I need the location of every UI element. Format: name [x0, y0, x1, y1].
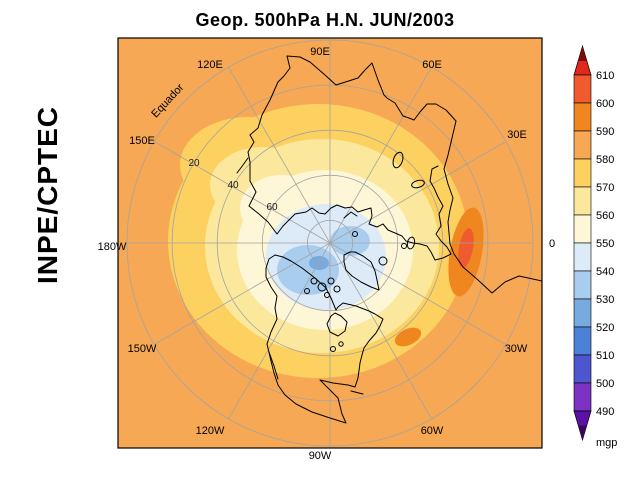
colorbar-tick-580: 580 — [596, 154, 614, 166]
coastline-arctic-island — [310, 277, 318, 285]
coastline-iceland — [378, 256, 388, 266]
colorbar-cell-540-550 — [573, 242, 592, 272]
colorbar-unit-label: mgp — [596, 437, 617, 449]
coastline-black-sea — [411, 179, 425, 189]
colorbar-cell-520-530 — [573, 298, 592, 328]
colorbar: 610 600 590 580 570 560 550 540 530 520 … — [573, 44, 617, 449]
colorbar-cell-570-580 — [573, 158, 592, 188]
coastline-arctic-island — [327, 277, 335, 285]
coastlines — [236, 55, 542, 424]
colorbar-cell-590-600 — [573, 102, 592, 132]
coastline-caspian-sea — [392, 151, 404, 169]
meridian-label-150e: 150E — [129, 135, 155, 147]
colorbar-cell-580-590 — [573, 130, 592, 160]
colorbar-tick-520: 520 — [596, 322, 614, 334]
colorbar-cell-510-520 — [573, 326, 592, 356]
inpe-cptec-watermark: INPE/CPTEC — [32, 106, 63, 284]
coastline-japan — [236, 157, 249, 174]
coastline-arctic-island — [317, 282, 327, 292]
latitude-label-60: 60 — [266, 202, 278, 213]
meridian-label-90e: 90E — [310, 46, 330, 58]
latitude-label-40: 40 — [227, 180, 239, 191]
coastline-north-america — [265, 254, 384, 424]
meridian-label-150w: 150W — [128, 343, 157, 355]
meridian-label-180w: 180W — [98, 241, 127, 253]
meridian-label-120e: 120E — [197, 59, 223, 71]
colorbar-tick-590: 590 — [596, 126, 614, 138]
coastline-greenland — [343, 251, 380, 291]
coastline-ireland — [401, 243, 407, 249]
colorbar-cell-490-500 — [573, 382, 592, 412]
colorbar-tick-560: 560 — [596, 210, 614, 222]
meridian-label-60w: 60W — [421, 425, 444, 437]
colorbar-cell-600-610 — [573, 74, 592, 104]
colorbar-tick-490: 490 — [596, 406, 614, 418]
colorbar-arrow-high-tip — [578, 46, 587, 61]
meridian-label-120w: 120W — [196, 425, 225, 437]
graticule — [126, 39, 534, 447]
colorbar-arrow-low-tip — [578, 425, 587, 440]
coastline-arctic-island — [324, 292, 330, 298]
colorbar-tick-530: 530 — [596, 294, 614, 306]
coastline-hudson-bay — [326, 312, 348, 337]
colorbar-tick-540: 540 — [596, 266, 614, 278]
latitude-label-20: 20 — [188, 158, 200, 169]
coastline-arctic-island — [304, 288, 310, 294]
coastline-britain — [406, 236, 416, 250]
coastline-baja — [268, 351, 279, 380]
meridian-label-30w: 30W — [505, 343, 528, 355]
coastline-great-lakes — [330, 346, 336, 352]
colorbar-cell-550-560 — [573, 214, 592, 244]
coastline-novaya-zemlya — [343, 211, 358, 219]
colorbar-tick-510: 510 — [596, 350, 614, 362]
colorbar-tick-500: 500 — [596, 378, 614, 390]
colorbar-tick-570: 570 — [596, 182, 614, 194]
figure-title: Geop. 500hPa H.N. JUN/2003 — [195, 10, 454, 30]
map-frame — [117, 37, 543, 449]
meridian-label-30e: 30E — [507, 129, 527, 141]
colorbar-cell-560-570 — [573, 186, 592, 216]
shading-band-600-610 — [458, 228, 474, 268]
coastline-eurasia-africa — [247, 55, 542, 294]
colorbar-tick-610: 610 — [596, 70, 614, 82]
meridian-label-0: 0 — [549, 238, 555, 250]
coastline-great-lakes — [338, 341, 344, 347]
coastline-cuba — [350, 390, 364, 395]
colorbar-tick-550: 550 — [596, 238, 614, 250]
coastline-arctic-island — [333, 285, 341, 293]
colorbar-cell-530-540 — [573, 270, 592, 300]
meridian-label-60e: 60E — [422, 59, 442, 71]
meridian-label-90w: 90W — [309, 450, 332, 462]
coastline-svalbard — [352, 231, 358, 237]
colorbar-tick-600: 600 — [596, 98, 614, 110]
shading-band-590-600 — [394, 327, 422, 347]
meridian-line-30e-150w — [153, 141, 506, 345]
colorbar-cell-500-510 — [573, 354, 592, 384]
